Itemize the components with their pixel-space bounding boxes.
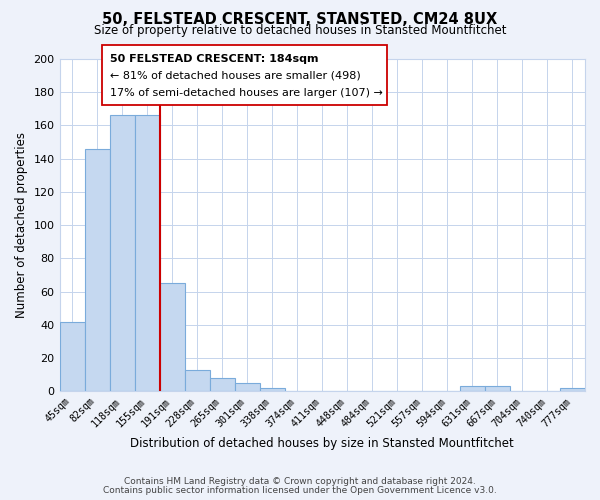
Text: 50, FELSTEAD CRESCENT, STANSTED, CM24 8UX: 50, FELSTEAD CRESCENT, STANSTED, CM24 8U… xyxy=(103,12,497,28)
Text: Contains HM Land Registry data © Crown copyright and database right 2024.: Contains HM Land Registry data © Crown c… xyxy=(124,477,476,486)
Bar xyxy=(134,116,160,392)
Text: ← 81% of detached houses are smaller (498): ← 81% of detached houses are smaller (49… xyxy=(110,71,361,81)
Bar xyxy=(260,388,285,392)
Bar xyxy=(485,386,510,392)
Bar xyxy=(110,116,134,392)
Bar xyxy=(185,370,209,392)
Text: 17% of semi-detached houses are larger (107) →: 17% of semi-detached houses are larger (… xyxy=(110,88,383,98)
Bar xyxy=(560,388,585,392)
Text: Contains public sector information licensed under the Open Government Licence v3: Contains public sector information licen… xyxy=(103,486,497,495)
Y-axis label: Number of detached properties: Number of detached properties xyxy=(15,132,28,318)
Bar xyxy=(460,386,485,392)
Bar xyxy=(59,322,85,392)
Bar xyxy=(85,148,110,392)
Bar xyxy=(209,378,235,392)
Bar xyxy=(160,284,185,392)
X-axis label: Distribution of detached houses by size in Stansted Mountfitchet: Distribution of detached houses by size … xyxy=(130,437,514,450)
Text: 50 FELSTEAD CRESCENT: 184sqm: 50 FELSTEAD CRESCENT: 184sqm xyxy=(110,54,319,64)
Text: Size of property relative to detached houses in Stansted Mountfitchet: Size of property relative to detached ho… xyxy=(94,24,506,37)
Bar xyxy=(235,383,260,392)
